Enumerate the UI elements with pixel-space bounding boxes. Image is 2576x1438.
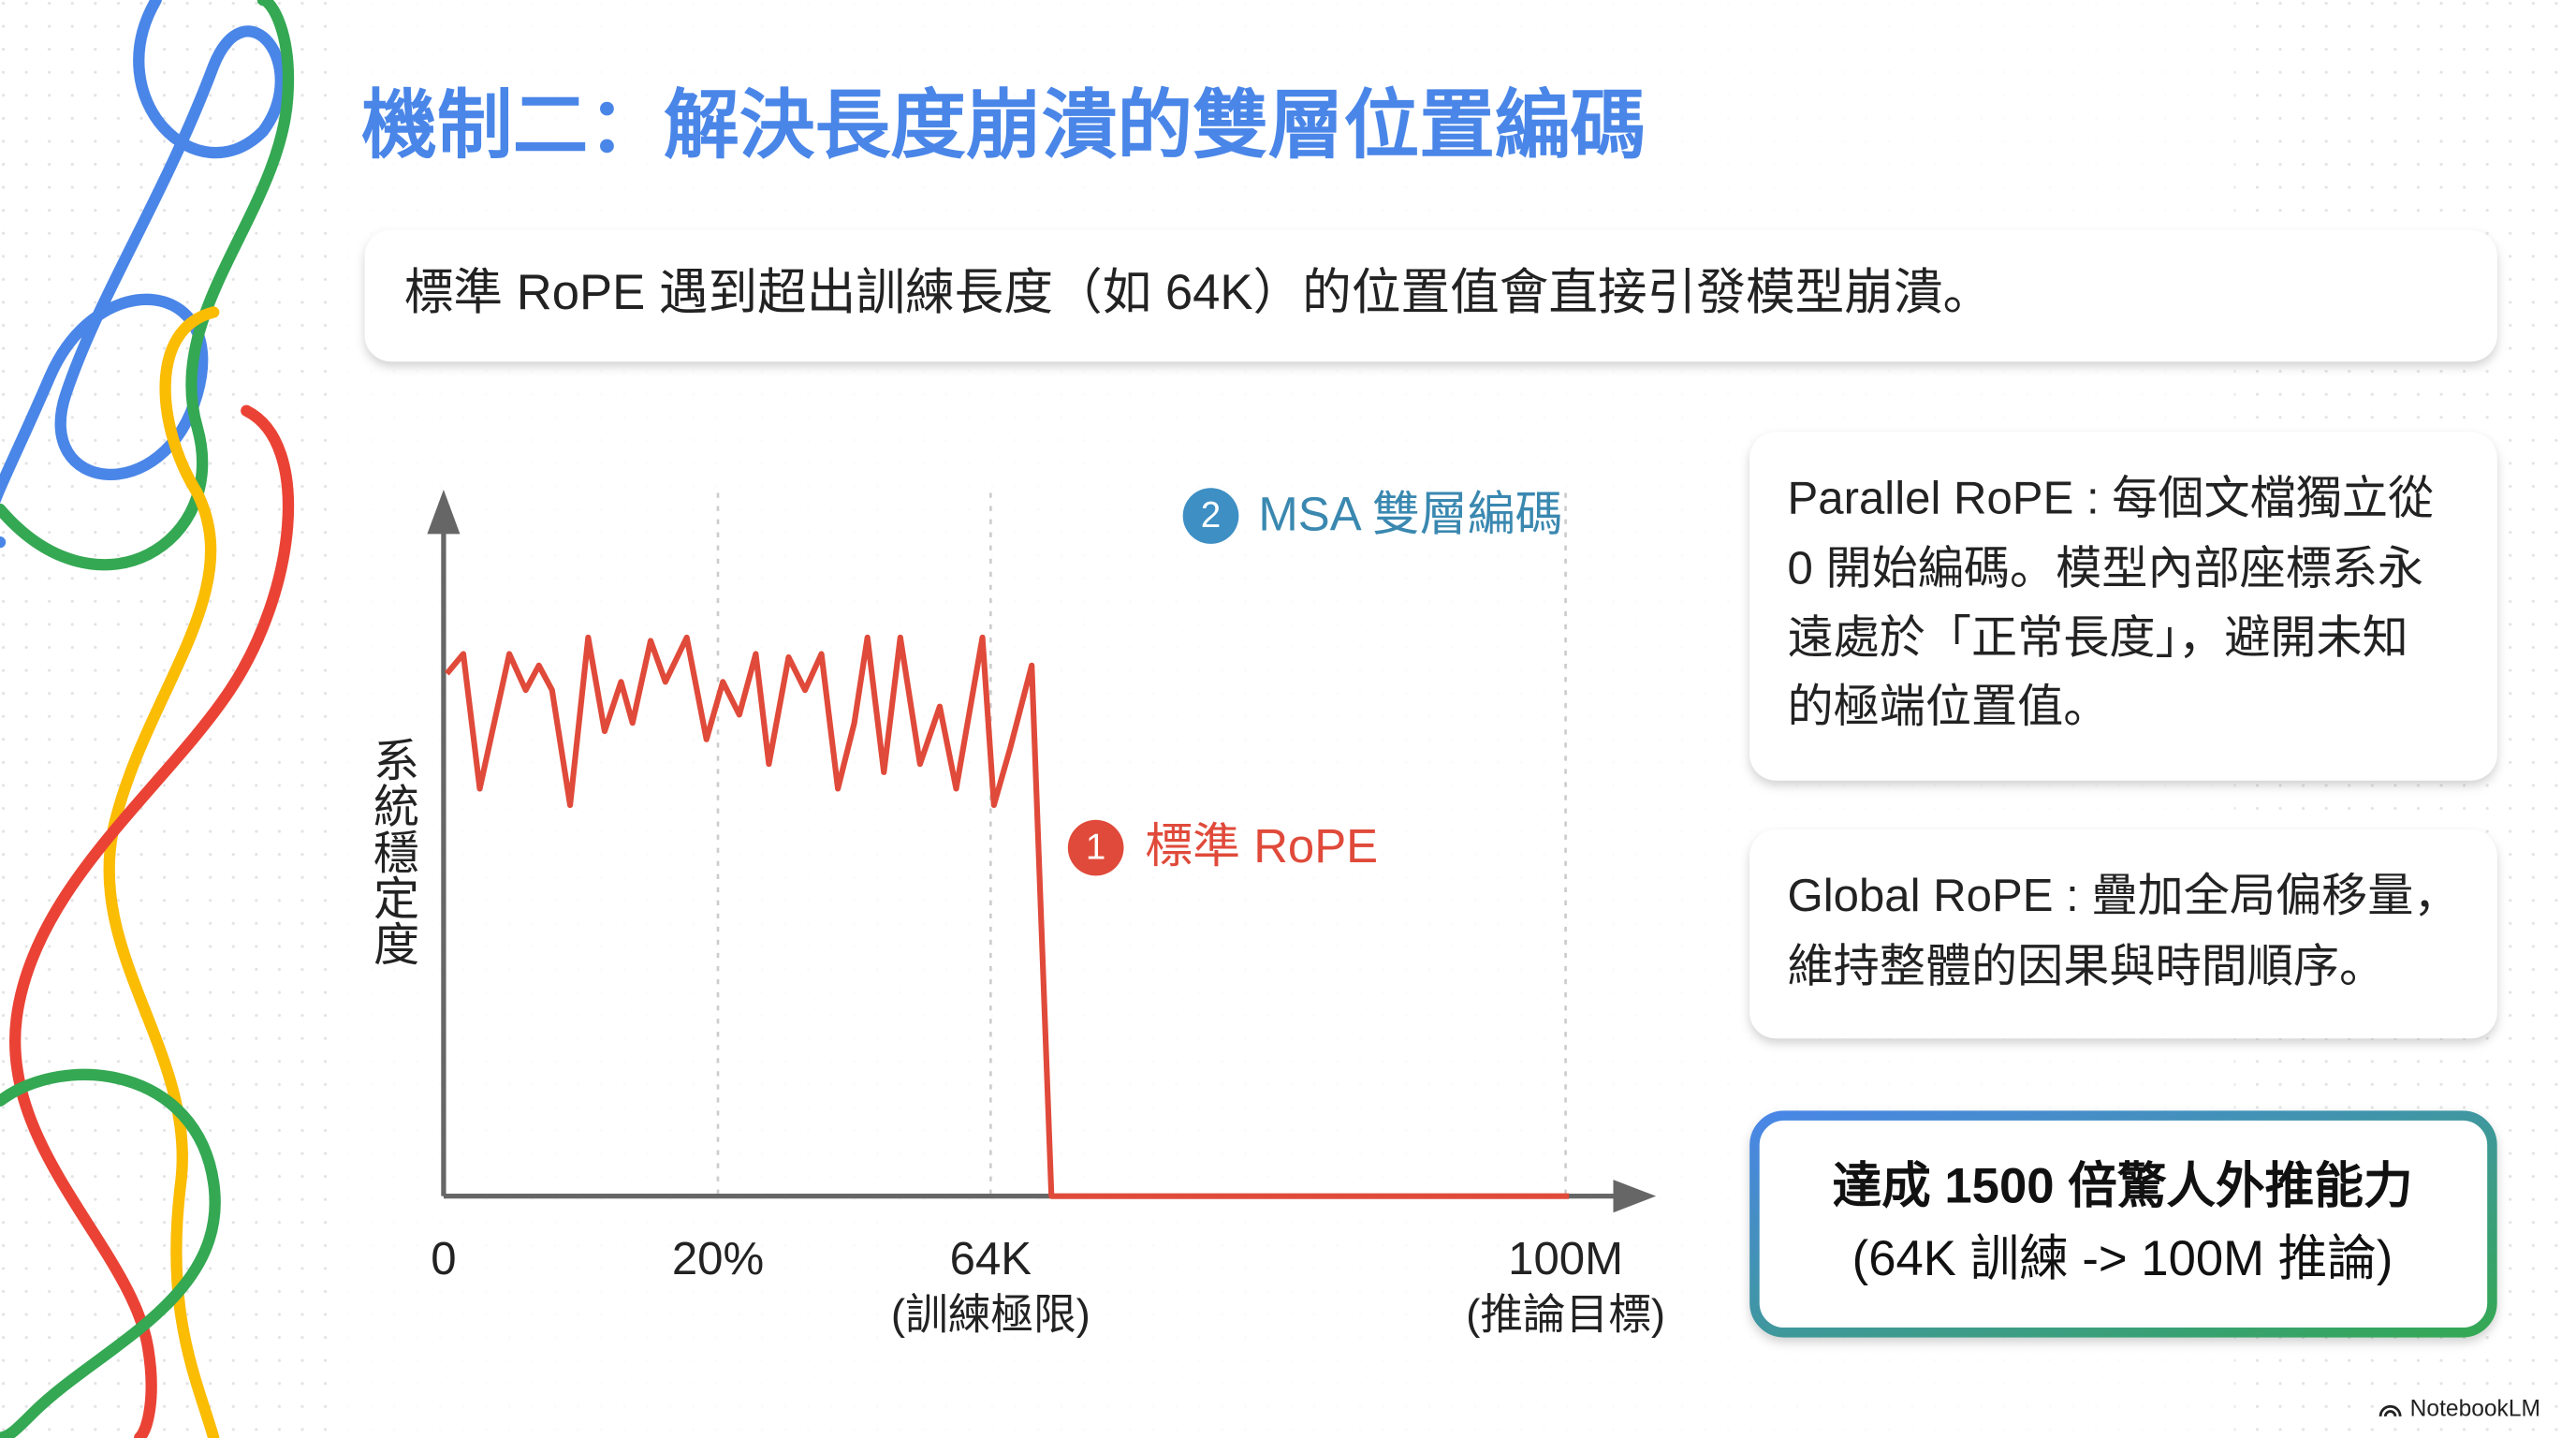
subtitle-box <box>364 229 2497 362</box>
rope-number: 1 <box>1086 828 1105 868</box>
y-arrow <box>427 489 461 535</box>
panel-text: Parallel RoPE : 每個文檔獨立從 <box>1788 473 2435 523</box>
title: 機制二：解決長度崩潰的雙層位置編碼 <box>361 84 1646 169</box>
highlight-subtitle: (64K 訓練 -> 100M 推論) <box>1852 1231 2393 1286</box>
panel-text: 維持整體的因果與時間順序。 <box>1788 941 2386 991</box>
x-label: 20% <box>672 1234 764 1284</box>
brand-icon <box>2378 1404 2402 1417</box>
highlight-title: 達成 1500 倍驚人外推能力 <box>1832 1159 2412 1214</box>
panel-text: Global RoPE : 疊加全局偏移量， <box>1788 871 2460 921</box>
msa-badge <box>1182 488 1239 544</box>
subtitle: 標準 RoPE 遇到超出訓練長度（如 64K）的位置值會直接引發模型崩潰。 <box>404 265 1992 320</box>
msa-label: MSA 雙層編碼 <box>1258 487 1562 540</box>
x-label: 100M <box>1508 1234 1623 1284</box>
rope-line <box>445 634 1570 1199</box>
x-arrow <box>1613 1180 1657 1213</box>
panel-text: 0 開始編碼。模型內部座標系永 <box>1788 544 2424 594</box>
x-label: 64K <box>950 1234 1032 1284</box>
panel-text: 的極端位置值。 <box>1788 682 2110 732</box>
y-axis-label: 系統穩定度 <box>367 736 418 966</box>
panel-text: 遠處於「正常長度」，避開未知 <box>1788 612 2408 663</box>
x-sublabel: (推論目標) <box>1466 1291 1665 1339</box>
rope-badge <box>1067 819 1124 876</box>
highlight-box <box>1749 1110 2497 1338</box>
rope-label: 標準 RoPE <box>1145 819 1378 873</box>
brand: NotebookLM <box>2410 1396 2540 1421</box>
decoration <box>0 0 295 1438</box>
figure: 2 MSA 雙層編碼 1 標準 RoPE 系統穩定度 0 20% 64K 100… <box>367 487 1665 1338</box>
panel <box>1749 829 2497 1039</box>
panel <box>1749 432 2497 781</box>
msa-number: 2 <box>1201 495 1221 536</box>
x-label: 0 <box>431 1234 456 1284</box>
x-sublabel: (訓練極限) <box>891 1291 1090 1339</box>
